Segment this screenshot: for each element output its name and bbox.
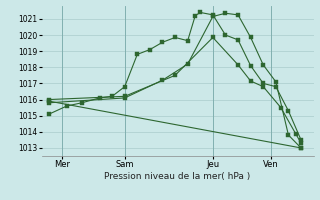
X-axis label: Pression niveau de la mer( hPa ): Pression niveau de la mer( hPa ) xyxy=(104,172,251,181)
